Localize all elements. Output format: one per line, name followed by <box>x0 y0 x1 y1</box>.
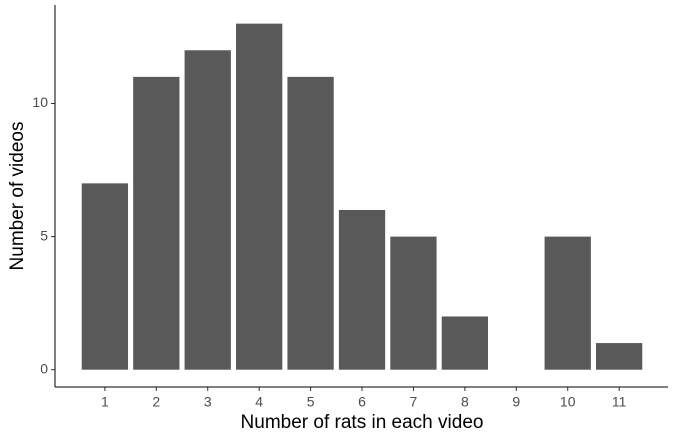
x-tick-label: 11 <box>612 394 627 410</box>
y-axis-label: Number of videos <box>7 122 28 271</box>
bar <box>236 23 283 370</box>
bar <box>390 236 437 370</box>
bar <box>81 183 129 370</box>
y-tick-label: 0 <box>40 360 48 376</box>
bar <box>441 316 489 370</box>
x-tick-label: 7 <box>410 394 418 410</box>
x-tick-label: 1 <box>101 394 109 410</box>
x-tick-label: 2 <box>152 394 160 410</box>
x-tick-label: 3 <box>204 394 212 410</box>
y-tick-label: 5 <box>40 227 48 243</box>
x-tick-label: 5 <box>307 394 315 410</box>
y-tick-label: 10 <box>32 94 48 110</box>
x-axis-label: Number of rats in each video <box>241 412 484 433</box>
bar <box>287 76 334 370</box>
bar <box>596 343 643 370</box>
bar <box>184 50 231 370</box>
bar <box>338 209 386 370</box>
x-tick-label: 8 <box>461 394 469 410</box>
x-tick-label: 6 <box>358 394 366 410</box>
bar <box>544 236 591 370</box>
x-tick-label: 4 <box>255 394 263 410</box>
bar <box>133 76 180 370</box>
x-tick-label: 9 <box>512 394 520 410</box>
x-tick-label: 10 <box>560 394 576 410</box>
